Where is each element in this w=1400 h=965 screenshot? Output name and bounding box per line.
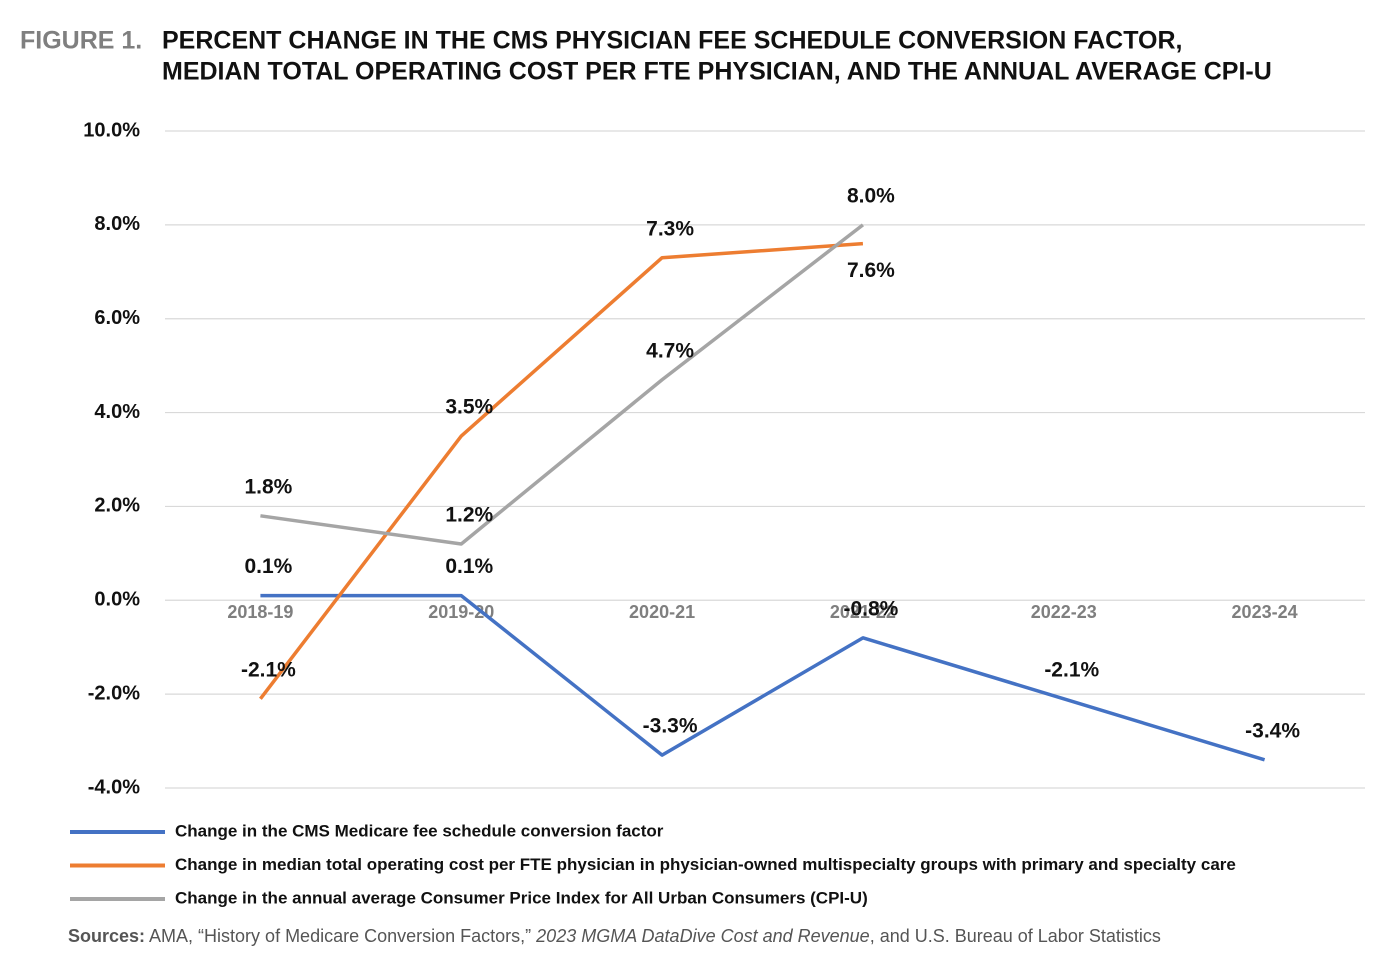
data-label: 0.1% bbox=[244, 555, 292, 578]
y-tick-label: 8.0% bbox=[94, 213, 140, 235]
data-label: 0.1% bbox=[445, 555, 493, 578]
chart-title: MEDIAN TOTAL OPERATING COST PER FTE PHYS… bbox=[162, 58, 1272, 86]
data-label: 7.6% bbox=[847, 259, 895, 282]
source-text: , and U.S. Bureau of Labor Statistics bbox=[870, 926, 1161, 946]
series-line bbox=[260, 593, 1266, 762]
data-label: -2.1% bbox=[241, 658, 296, 681]
x-tick-label: 2018-19 bbox=[227, 602, 293, 622]
data-label: -2.1% bbox=[1044, 658, 1099, 681]
source-text: 2023 MGMA DataDive Cost and Revenue bbox=[535, 926, 870, 946]
source-label: Sources: bbox=[68, 926, 145, 946]
legend-label: Change in the CMS Medicare fee schedule … bbox=[175, 821, 664, 840]
y-tick-label: -2.0% bbox=[88, 682, 140, 704]
x-tick-label: 2021-22 bbox=[830, 602, 896, 622]
x-tick-label: 2022-23 bbox=[1031, 602, 1097, 622]
data-label: -0.8% bbox=[843, 597, 898, 620]
x-tick-label: 2020-21 bbox=[629, 602, 695, 622]
data-label: 3.5% bbox=[445, 396, 493, 419]
legend-label: Change in median total operating cost pe… bbox=[175, 855, 1236, 874]
y-tick-label: 0.0% bbox=[94, 589, 140, 611]
x-tick-label: 2023-24 bbox=[1232, 602, 1298, 622]
grid bbox=[165, 130, 1365, 789]
y-tick-label: 2.0% bbox=[94, 495, 140, 517]
figure-label: FIGURE 1. bbox=[20, 27, 142, 55]
series-line bbox=[259, 241, 864, 700]
y-tick-label: 6.0% bbox=[94, 307, 140, 329]
source-text: AMA, “History of Medicare Conversion Fac… bbox=[149, 926, 531, 946]
data-label: 1.2% bbox=[445, 504, 493, 527]
y-tick-label: 10.0% bbox=[83, 119, 140, 141]
data-label: 1.8% bbox=[244, 475, 292, 498]
source-note: Sources: AMA, “History of Medicare Conve… bbox=[68, 926, 1161, 946]
legend-label: Change in the annual average Consumer Pr… bbox=[175, 888, 868, 907]
data-label: -3.4% bbox=[1245, 719, 1300, 742]
data-label: 7.3% bbox=[646, 217, 694, 240]
y-tick-label: 4.0% bbox=[94, 401, 140, 423]
chart-title: PERCENT CHANGE IN THE CMS PHYSICIAN FEE … bbox=[162, 27, 1182, 55]
data-label: -3.3% bbox=[643, 715, 698, 738]
data-label: 4.7% bbox=[646, 339, 694, 362]
y-tick-label: -4.0% bbox=[88, 776, 140, 798]
series-line bbox=[260, 223, 864, 546]
data-label: 8.0% bbox=[847, 184, 895, 207]
